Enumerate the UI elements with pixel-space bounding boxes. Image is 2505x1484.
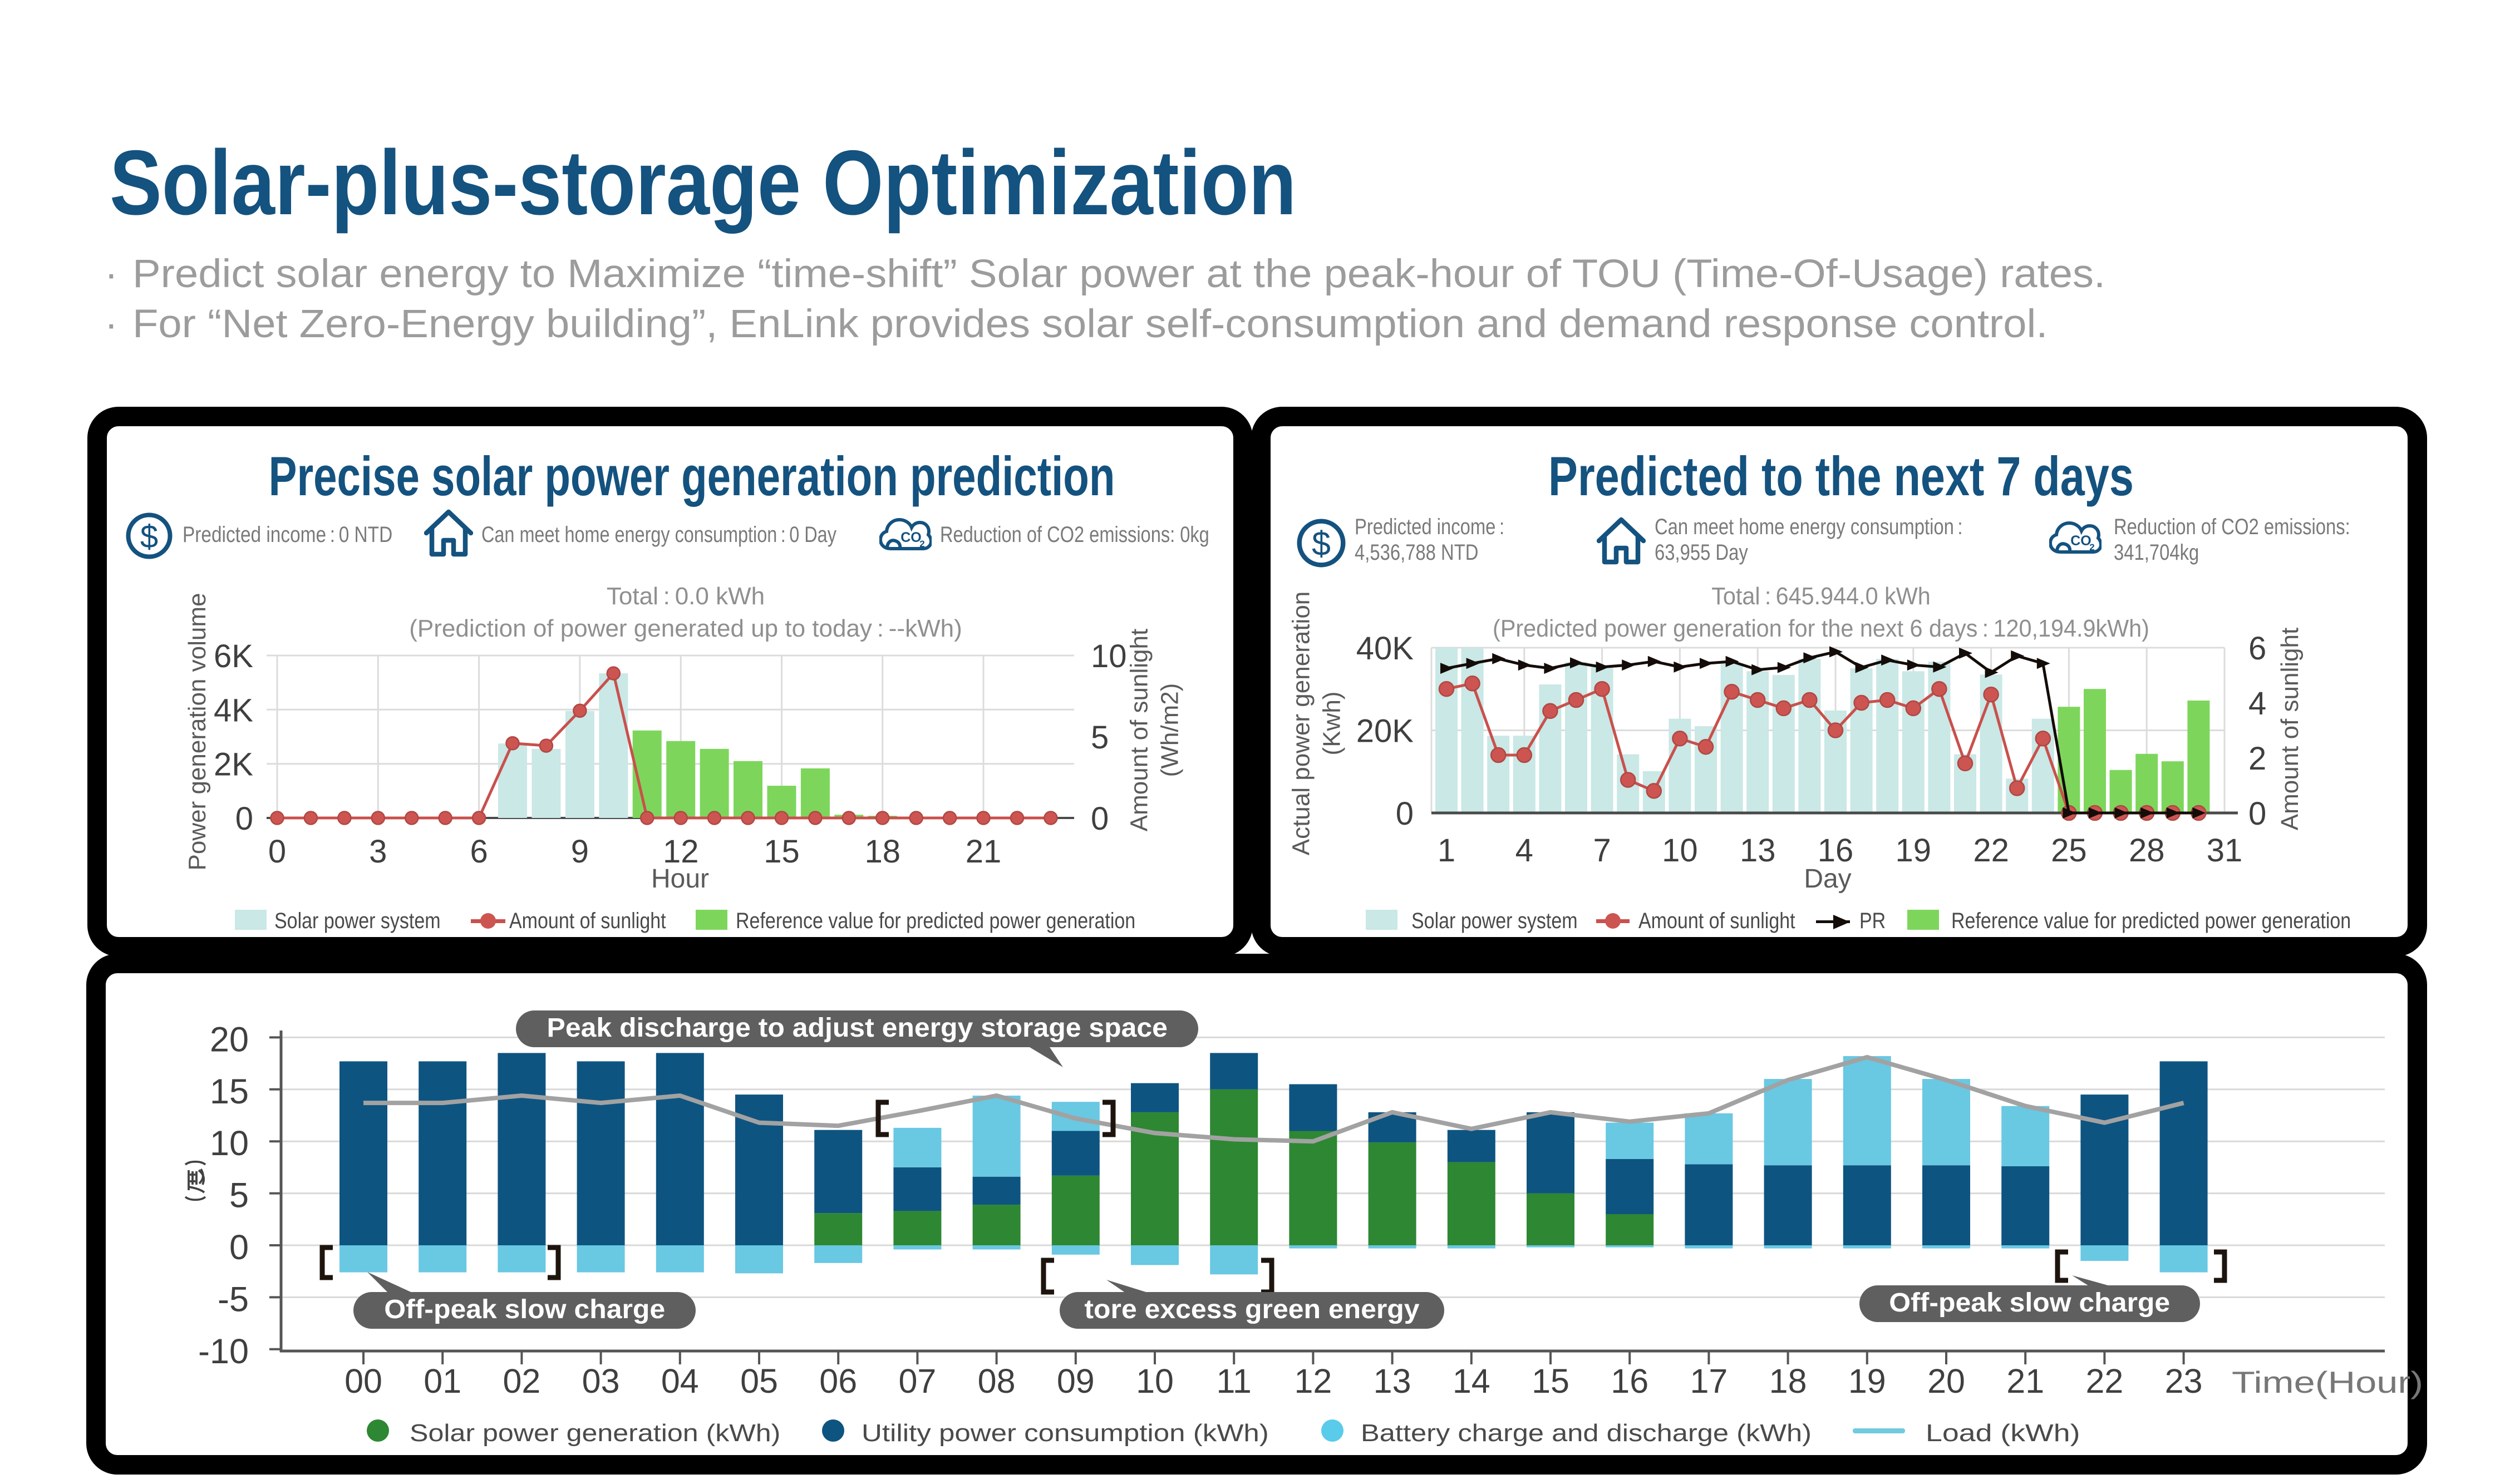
svg-text:21: 21 — [966, 834, 1002, 870]
svg-text:0: 0 — [1396, 796, 1414, 832]
svg-text:00: 00 — [345, 1362, 382, 1400]
svg-text:2: 2 — [2248, 741, 2266, 777]
svg-text:2: 2 — [2089, 542, 2094, 553]
svg-text:15: 15 — [210, 1072, 249, 1111]
svg-text:23: 23 — [2165, 1362, 2203, 1400]
svg-text:10: 10 — [1091, 638, 1127, 674]
svg-text:04: 04 — [661, 1362, 699, 1400]
svg-text:02: 02 — [503, 1362, 540, 1400]
svg-text:$: $ — [140, 519, 158, 555]
svg-text:16: 16 — [1818, 832, 1854, 869]
svg-text:22: 22 — [1973, 832, 2009, 869]
svg-text:3: 3 — [369, 834, 387, 870]
svg-text:03: 03 — [582, 1362, 620, 1400]
svg-text:7: 7 — [1593, 832, 1611, 869]
svg-text:6K: 6K — [214, 638, 253, 674]
svg-text:4K: 4K — [214, 692, 253, 728]
svg-text:18: 18 — [864, 834, 900, 870]
svg-text:6: 6 — [2248, 630, 2266, 667]
svg-text:Actual power generation: Actual power generation — [1288, 591, 1315, 856]
svg-text:2K: 2K — [214, 747, 253, 783]
svg-text:20K: 20K — [1356, 713, 1414, 750]
svg-text:19: 19 — [1848, 1362, 1886, 1400]
svg-text:Time(Hour): Time(Hour) — [2232, 1365, 2423, 1399]
svg-text:6: 6 — [470, 834, 488, 870]
svg-text:0: 0 — [1091, 801, 1109, 837]
svg-text:07: 07 — [898, 1362, 936, 1400]
svg-text:01: 01 — [424, 1362, 461, 1400]
svg-text:Amount of sunlight: Amount of sunlight — [2276, 628, 2304, 830]
svg-text:Power generation volume: Power generation volume — [184, 593, 211, 871]
svg-text:14: 14 — [1453, 1362, 1490, 1400]
svg-text:28: 28 — [2129, 832, 2165, 869]
svg-text:-5: -5 — [218, 1280, 249, 1319]
svg-text:18: 18 — [1769, 1362, 1807, 1400]
svg-text:25: 25 — [2051, 832, 2087, 869]
svg-text:Amount of sunlight: Amount of sunlight — [1126, 629, 1153, 831]
svg-text:0: 0 — [229, 1228, 249, 1267]
svg-text:5: 5 — [229, 1176, 249, 1215]
svg-text:0: 0 — [235, 801, 253, 837]
svg-text:12: 12 — [1294, 1362, 1332, 1400]
svg-text:15: 15 — [764, 834, 800, 870]
svg-text:05: 05 — [740, 1362, 778, 1400]
svg-text:(Wh/m2): (Wh/m2) — [1156, 683, 1184, 777]
svg-text:20: 20 — [1927, 1362, 1965, 1400]
svg-text:31: 31 — [2207, 832, 2243, 869]
svg-text:0: 0 — [268, 834, 286, 870]
svg-text:4: 4 — [1515, 832, 1533, 869]
svg-text:4: 4 — [2248, 686, 2266, 722]
svg-text:-10: -10 — [198, 1332, 249, 1371]
svg-text:06: 06 — [819, 1362, 857, 1400]
svg-text:0: 0 — [2248, 796, 2266, 832]
svg-text:13: 13 — [1740, 832, 1776, 869]
svg-text:19: 19 — [1896, 832, 1932, 869]
svg-text:1: 1 — [1438, 832, 1455, 869]
svg-text:CO: CO — [2070, 533, 2091, 549]
svg-text:CO: CO — [900, 530, 922, 545]
svg-text:10: 10 — [1662, 832, 1698, 869]
svg-text:17: 17 — [1690, 1362, 1728, 1400]
svg-text:21: 21 — [2006, 1362, 2044, 1400]
svg-text:(Kwh): (Kwh) — [1318, 692, 1346, 756]
svg-text:10: 10 — [1136, 1362, 1174, 1400]
svg-text:5: 5 — [1091, 719, 1109, 756]
svg-text:9: 9 — [571, 834, 589, 870]
svg-text:11: 11 — [1217, 1362, 1252, 1400]
svg-text:15: 15 — [1532, 1362, 1569, 1400]
svg-text:08: 08 — [978, 1362, 1016, 1400]
svg-text:16: 16 — [1611, 1362, 1648, 1400]
svg-text:13: 13 — [1374, 1362, 1411, 1400]
svg-text:$: $ — [1312, 525, 1331, 563]
svg-text:20: 20 — [210, 1020, 249, 1059]
svg-text:12: 12 — [663, 834, 699, 870]
svg-text:40K: 40K — [1356, 630, 1414, 667]
svg-text:22: 22 — [2085, 1362, 2123, 1400]
svg-text:2: 2 — [919, 539, 924, 549]
svg-text:10: 10 — [210, 1124, 249, 1163]
svg-text:09: 09 — [1057, 1362, 1095, 1400]
